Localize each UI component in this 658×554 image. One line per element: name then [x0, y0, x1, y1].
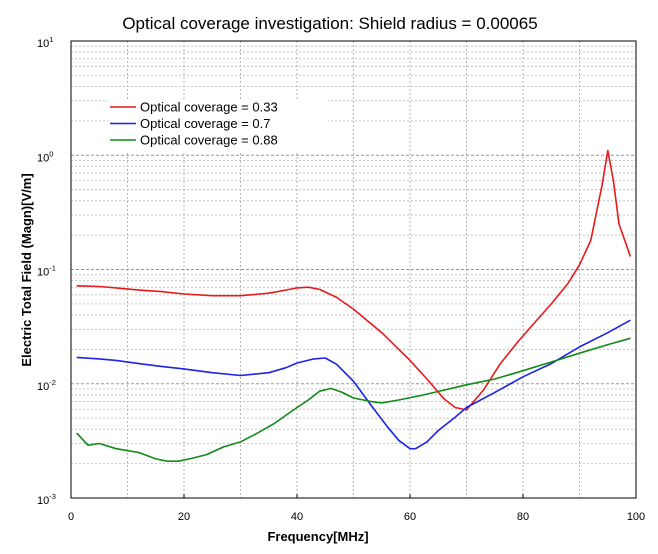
x-tick-label: 0: [68, 511, 74, 523]
chart-title: Optical coverage investigation: Shield r…: [122, 14, 537, 33]
x-axis-ticks: 0 20 40 60 80 100: [68, 494, 645, 523]
y-tick-label: 101: [37, 35, 53, 50]
y-tick-label: 10-1: [37, 264, 56, 279]
series-line: [76, 319, 631, 450]
plot-frame: [70, 40, 637, 499]
x-tick-label: 60: [404, 511, 416, 523]
y-axis-ticks: 10-3 10-2 10-1 100 101: [37, 35, 56, 507]
x-tick-label: 100: [627, 511, 645, 523]
series-layer: [76, 149, 632, 463]
x-tick-label: 80: [517, 511, 529, 523]
y-tick-label: 10-2: [37, 378, 56, 393]
legend-label: Optical coverage = 0.7: [140, 116, 270, 131]
series-line: [76, 149, 632, 411]
legend-label: Optical coverage = 0.33: [140, 100, 278, 115]
y-tick-label: 100: [37, 149, 53, 164]
y-axis-label: Electric Total Field (Magn)[V/m]: [19, 173, 34, 366]
legend-box: [108, 99, 328, 151]
x-tick-label: 40: [291, 511, 303, 523]
legend-label: Optical coverage = 0.88: [140, 133, 278, 148]
series-line: [76, 337, 631, 463]
x-axis-label: Frequency[MHz]: [267, 529, 368, 544]
x-tick-label: 20: [178, 511, 190, 523]
y-tick-label: 10-3: [37, 492, 56, 507]
